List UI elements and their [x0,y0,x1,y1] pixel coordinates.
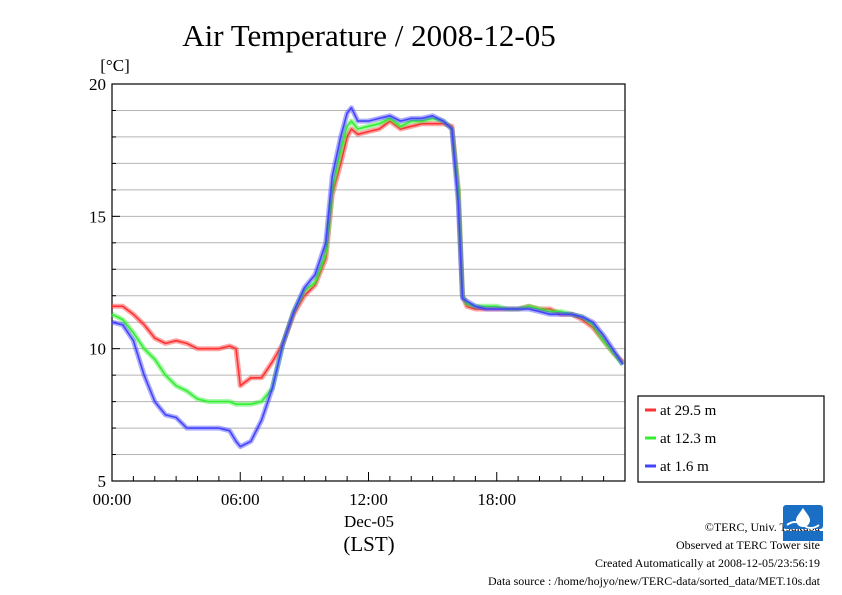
x-axis: 00:00 06:00 12:00 18:00 [93,472,626,509]
legend-label: at 1.6 m [660,459,709,475]
y-axis: 5 10 15 20 [89,75,120,491]
legend-label: at 12.3 m [660,431,717,447]
legend-box [637,395,825,483]
x-tick-label: 18:00 [477,490,516,509]
x-tick-label: 06:00 [221,490,260,509]
series-2 [111,105,625,450]
gridlines [112,109,625,456]
legend-label: at 29.5 m [660,403,717,419]
footer-created: Created Automatically at 2008-12-05/23:5… [595,556,820,570]
x-axis-label: (LST) [343,532,394,556]
x-tick-label: 00:00 [93,490,132,509]
wave-icon [786,521,820,529]
y-tick-label: 20 [89,75,106,94]
logo-band [783,531,823,541]
y-tick-label: 15 [89,207,106,226]
y-tick-label: 10 [89,340,106,359]
series-band [112,118,625,389]
x-axis-date-label: Dec-05 [344,512,394,531]
series-0 [112,118,625,389]
footer-source: Data source : /home/hojyo/new/TERC-data/… [487,574,820,588]
chart-title: Air Temperature / 2008-12-05 [182,18,555,53]
series-line [111,117,624,406]
series-band [110,115,625,407]
series-line [111,107,624,448]
x-tick-label: 12:00 [349,490,388,509]
y-axis-label: [°C] [100,56,129,75]
y-tick-label: 5 [98,472,107,491]
plot-frame [111,83,626,482]
series-1 [110,115,625,407]
legend: at 29.5 m at 12.3 m at 1.6 m [637,395,825,483]
series-lines [110,105,625,450]
series-band [111,105,625,450]
terc-logo [783,505,823,541]
footer-observed: Observed at TERC Tower site [675,538,820,552]
